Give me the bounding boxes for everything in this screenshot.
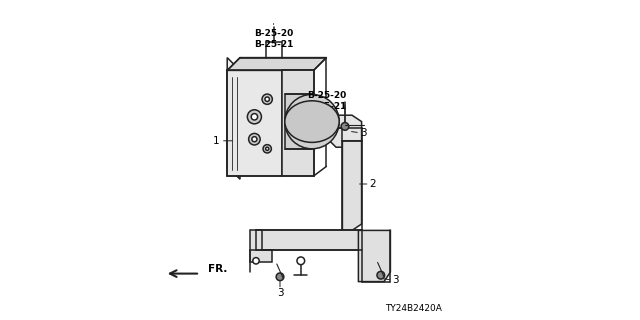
Circle shape [263, 145, 271, 153]
Text: FR.: FR. [208, 264, 227, 274]
Circle shape [252, 137, 257, 142]
Circle shape [341, 123, 349, 130]
Circle shape [266, 147, 269, 150]
Text: 2: 2 [369, 179, 376, 189]
Circle shape [248, 133, 260, 145]
Circle shape [285, 94, 339, 149]
Polygon shape [256, 230, 362, 250]
Text: TY24B2420A: TY24B2420A [385, 304, 442, 313]
Text: B-25-20
B-25-21: B-25-20 B-25-21 [254, 29, 293, 49]
Polygon shape [227, 58, 326, 70]
Circle shape [377, 271, 385, 279]
Circle shape [265, 97, 269, 101]
Circle shape [276, 273, 284, 281]
Polygon shape [227, 70, 282, 176]
Polygon shape [342, 141, 362, 230]
Text: B-25-20
B-25-21: B-25-20 B-25-21 [307, 91, 346, 111]
Text: 1: 1 [212, 136, 220, 146]
Circle shape [262, 94, 273, 104]
Circle shape [247, 110, 262, 124]
Polygon shape [358, 230, 390, 282]
Circle shape [297, 257, 305, 265]
Text: 3: 3 [392, 275, 399, 285]
Circle shape [253, 258, 259, 264]
Polygon shape [227, 58, 240, 179]
Polygon shape [282, 70, 314, 176]
Polygon shape [285, 94, 312, 149]
Polygon shape [250, 230, 272, 262]
Text: 3: 3 [360, 128, 367, 138]
Polygon shape [330, 115, 362, 147]
Circle shape [251, 114, 257, 120]
Text: 3: 3 [276, 288, 284, 298]
Ellipse shape [285, 101, 339, 142]
